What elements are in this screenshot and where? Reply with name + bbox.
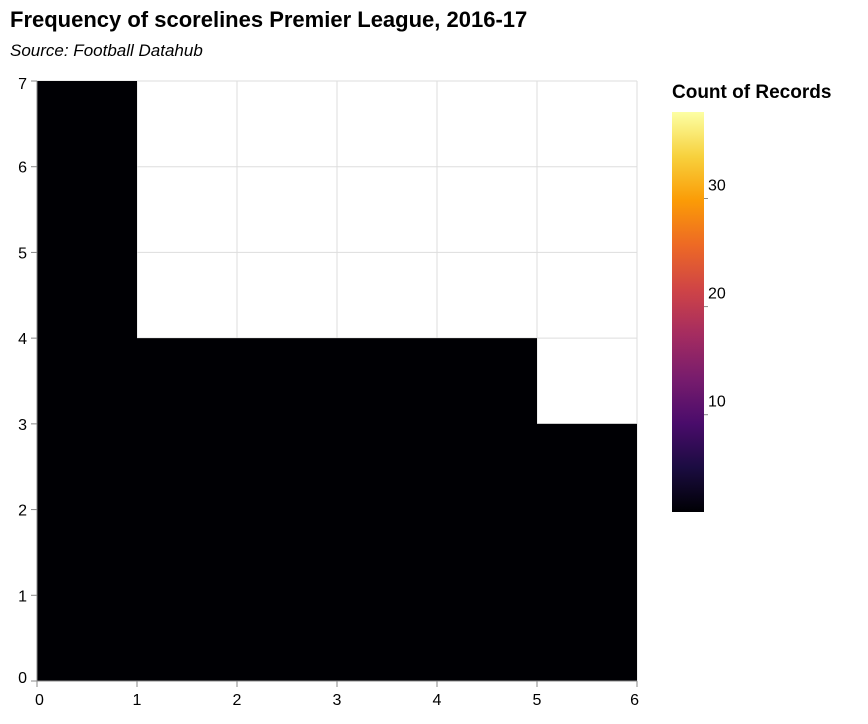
chart-subtitle: Source: Football Datahub (10, 41, 203, 60)
heatmap-cell (537, 423, 637, 681)
legend-color-bar (672, 112, 704, 512)
y-tick-label: 0 (18, 670, 27, 687)
x-tick-label: 2 (233, 692, 242, 709)
legend-tick-label: 10 (708, 394, 726, 411)
heatmap-cell (437, 338, 537, 681)
color-legend: Count of Records 10 20 30 (672, 82, 831, 512)
y-tick-label: 2 (18, 503, 27, 520)
chart-title: Frequency of scorelines Premier League, … (10, 7, 528, 32)
y-tick-label: 6 (18, 160, 27, 177)
y-tick-label: 1 (18, 588, 27, 605)
heatmap-cells (37, 81, 637, 681)
x-tick-label: 6 (630, 692, 639, 709)
axes: 0 1 2 3 4 5 6 0 1 2 3 4 5 6 7 (18, 76, 639, 709)
y-tick-label: 5 (18, 245, 27, 262)
y-tick-label: 3 (18, 417, 27, 434)
legend-title: Count of Records (672, 82, 831, 103)
x-tick-label: 5 (533, 692, 542, 709)
heatmap-cell (37, 81, 137, 681)
heatmap-cell (137, 338, 237, 681)
legend-tick-label: 30 (708, 177, 726, 194)
x-tick-label: 4 (433, 692, 442, 709)
heatmap-cell (337, 338, 437, 681)
y-tick-label: 4 (18, 331, 27, 348)
x-tick-label: 1 (133, 692, 142, 709)
heatmap-cell (237, 338, 337, 681)
x-tick-label: 0 (35, 692, 44, 709)
legend-tick-label: 20 (708, 286, 726, 303)
x-tick-label: 3 (333, 692, 342, 709)
y-tick-label: 7 (18, 76, 27, 93)
